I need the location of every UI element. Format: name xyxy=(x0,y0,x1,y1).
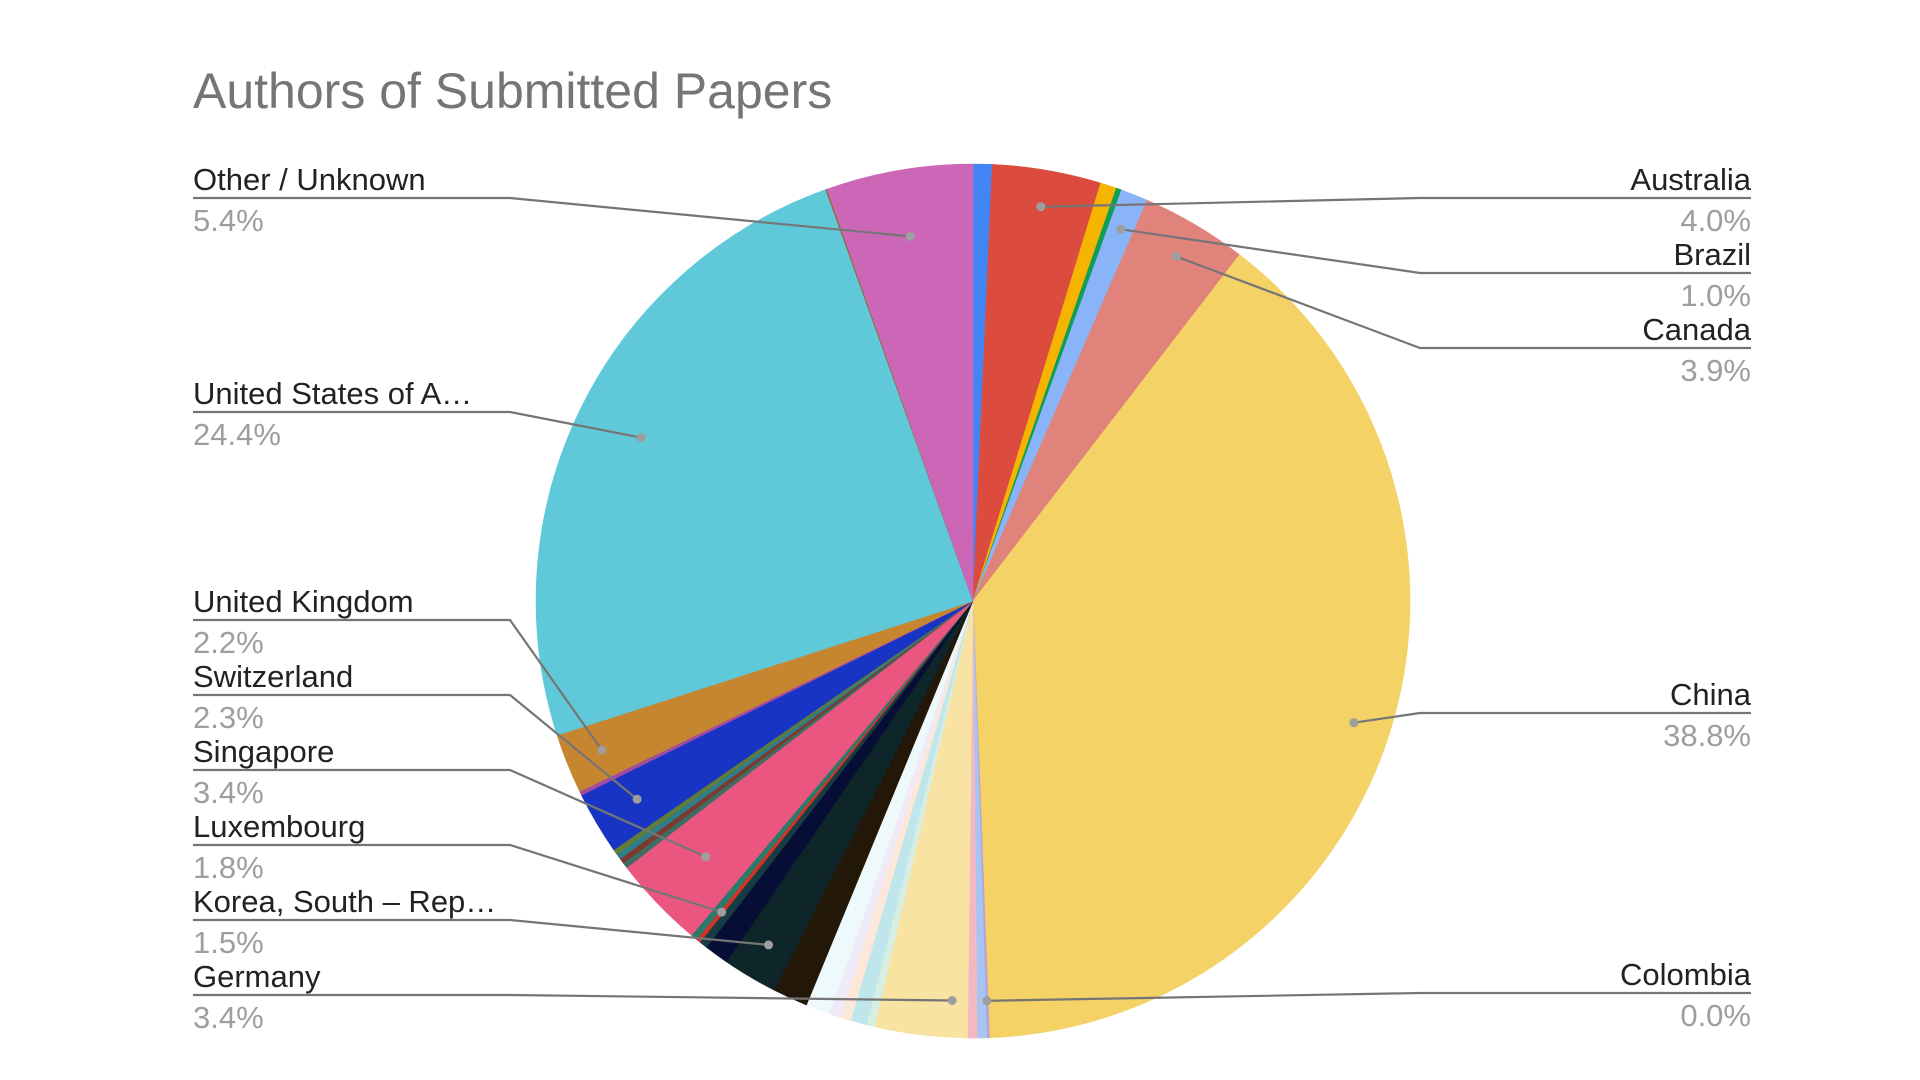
leader-line-canada xyxy=(1175,255,1751,350)
slice-percent-brazil: 1.0% xyxy=(1680,278,1751,313)
slice-label-brazil: Brazil xyxy=(1673,237,1751,272)
slice-percent-colombia: 0.0% xyxy=(1680,998,1751,1033)
leader-line-china xyxy=(1353,711,1751,724)
slice-label-united-states-of-a: United States of A… xyxy=(193,376,472,411)
slice-label-korea-south-rep: Korea, South – Rep… xyxy=(193,884,496,919)
slice-label-luxembourg: Luxembourg xyxy=(193,809,365,844)
slice-label-germany: Germany xyxy=(193,959,321,994)
pie-slice-china xyxy=(972,254,1411,1039)
pie-slice-united-states-of-a xyxy=(535,189,974,736)
leader-line-australia xyxy=(1040,196,1751,208)
leader-dot-china xyxy=(1349,718,1359,728)
slice-label-colombia: Colombia xyxy=(1620,957,1752,992)
leader-line-united-states-of-a xyxy=(193,410,642,439)
leader-dot-united-kingdom xyxy=(597,745,607,755)
leader-dot-brazil xyxy=(1116,224,1126,234)
callout-labels: Australia 4.0%Brazil 1.0%Canada 3.9% China 38… xyxy=(193,162,1752,1035)
leader-line-colombia xyxy=(986,991,1751,1002)
leader-line-brazil xyxy=(1120,228,1751,275)
leader-line-switzerland xyxy=(193,693,638,801)
leader-line-korea-south-rep xyxy=(193,918,769,946)
slice-label-canada: Canada xyxy=(1642,312,1751,347)
slice-percent-china: 38.8% xyxy=(1663,718,1751,753)
slice-percent-australia: 4.0% xyxy=(1680,203,1751,238)
leader-dot-luxembourg xyxy=(717,907,727,917)
leader-line-other-unknown xyxy=(193,196,911,238)
slice-percent-korea-south-rep: 1.5% xyxy=(193,925,264,960)
leader-line-luxembourg xyxy=(193,843,722,914)
leader-dot-australia xyxy=(1036,202,1046,212)
chart-title: Authors of Submitted Papers xyxy=(193,63,833,119)
slice-label-china: China xyxy=(1670,677,1752,712)
slice-percent-united-states-of-a: 24.4% xyxy=(193,417,281,452)
leader-dot-germany xyxy=(947,996,957,1005)
leader-line-united-kingdom xyxy=(193,618,603,751)
slice-label-switzerland: Switzerland xyxy=(193,659,353,694)
slice-percent-canada: 3.9% xyxy=(1680,353,1751,388)
slice-percent-luxembourg: 1.8% xyxy=(193,850,264,885)
slice-label-other-unknown: Other / Unknown xyxy=(193,162,426,197)
pie-slices xyxy=(535,163,1411,1039)
leader-dot-colombia xyxy=(982,996,992,1006)
leader-dot-singapore xyxy=(701,852,711,862)
slice-percent-other-unknown: 5.4% xyxy=(193,203,264,238)
slice-label-singapore: Singapore xyxy=(193,734,334,769)
slice-percent-switzerland: 2.3% xyxy=(193,700,264,735)
leader-dot-united-states-of-a xyxy=(636,433,646,443)
slice-percent-united-kingdom: 2.2% xyxy=(193,625,264,660)
slice-label-united-kingdom: United Kingdom xyxy=(193,584,414,619)
leader-line-singapore xyxy=(193,768,707,858)
leader-line-germany xyxy=(193,993,953,1002)
pie-slice-other-unknown xyxy=(826,163,974,602)
leader-dot-switzerland xyxy=(632,794,642,804)
leader-dot-canada xyxy=(1171,252,1181,261)
slice-percent-singapore: 3.4% xyxy=(193,775,264,810)
leader-dot-korea-south-rep xyxy=(764,940,774,950)
slice-label-australia: Australia xyxy=(1630,162,1751,197)
slice-percent-germany: 3.4% xyxy=(193,1000,264,1035)
leader-dot-other-unknown xyxy=(905,231,915,241)
